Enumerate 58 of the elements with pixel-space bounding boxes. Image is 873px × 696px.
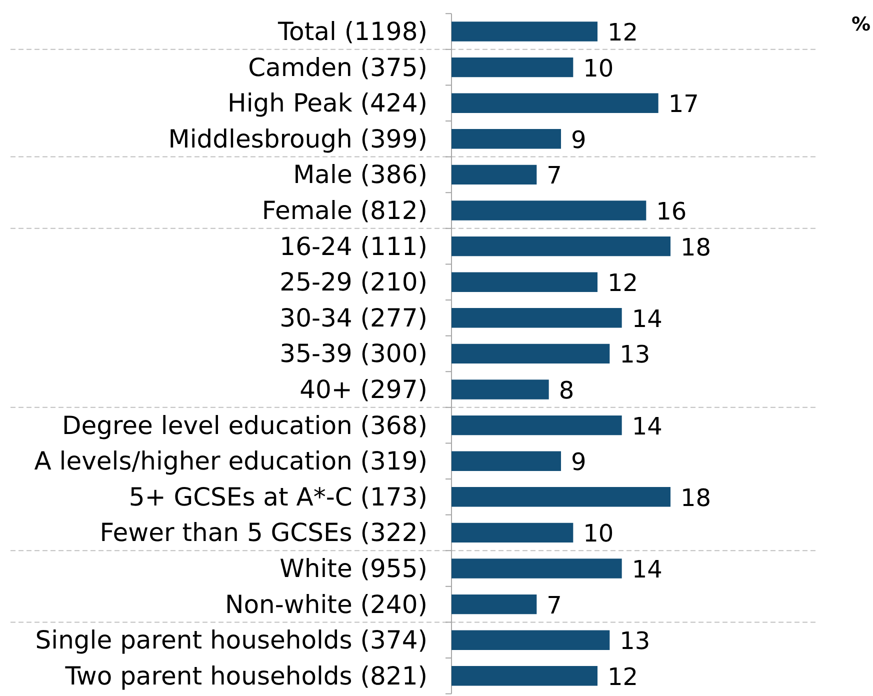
data-label: 9	[571, 448, 586, 476]
bar	[452, 594, 537, 614]
data-label: 14	[632, 304, 662, 333]
data-label: 16	[656, 198, 687, 226]
data-label: 17	[668, 90, 699, 118]
bar	[452, 57, 574, 78]
bar	[452, 451, 561, 471]
data-label: 12	[608, 18, 638, 46]
y-tick-label: 35-39 (300)	[280, 339, 428, 368]
bar	[452, 308, 622, 328]
y-tick-label: 16-24 (111)	[280, 232, 428, 261]
y-tick-label: Non-white (240)	[225, 590, 428, 619]
bar	[452, 487, 670, 507]
y-tick-label: 25-29 (210)	[280, 268, 428, 297]
y-tick-label: A levels/higher education (319)	[34, 446, 428, 476]
y-tick-label: 30-34 (277)	[280, 303, 428, 332]
text: %	[851, 14, 871, 36]
y-tick-label: Camden (375)	[248, 52, 428, 82]
bar	[452, 344, 610, 364]
data-label: 14	[632, 412, 662, 440]
data-label: 7	[546, 162, 562, 190]
bar	[452, 272, 598, 292]
bar	[452, 236, 670, 256]
bar	[452, 415, 622, 436]
bar	[452, 22, 598, 42]
y-tick-label: Female (812)	[262, 196, 428, 225]
y-tick-label: Total (1198)	[277, 17, 428, 46]
y-tick-label: Degree level education (368)	[62, 410, 428, 440]
data-label: 13	[620, 627, 650, 656]
y-tick-label: 40+ (297)	[300, 375, 428, 404]
bar	[452, 129, 561, 149]
data-label: 7	[546, 591, 562, 620]
bar	[452, 522, 574, 543]
bar	[452, 380, 549, 400]
y-tick-label: 5+ GCSEs at A*-C (173)	[128, 482, 428, 512]
bar	[452, 630, 610, 650]
data-label: 14	[632, 556, 662, 584]
bar	[452, 200, 646, 220]
data-label: 8	[558, 376, 574, 404]
y-tick-label: Male (386)	[293, 160, 428, 190]
data-label: 10	[583, 520, 614, 548]
bar	[452, 93, 658, 113]
data-label: 18	[680, 233, 712, 262]
data-label: 10	[583, 54, 614, 82]
y-tick-label: White (955)	[280, 554, 428, 583]
data-label: 18	[680, 484, 712, 512]
data-label: 13	[620, 340, 650, 369]
y-tick-label: High Peak (424)	[228, 88, 428, 118]
y-tick-label: Middlesbrough (399)	[168, 124, 428, 154]
data-label: 12	[608, 269, 638, 298]
y-tick-label: Fewer than 5 GCSEs (322)	[100, 518, 428, 548]
y-tick-label: Two parent households (821)	[64, 661, 428, 690]
data-label: 12	[608, 662, 638, 691]
bar	[452, 666, 598, 686]
bar	[452, 164, 537, 185]
y-tick-label: Single parent households (374)	[35, 626, 428, 655]
data-label: 9	[571, 126, 586, 154]
bar	[452, 558, 622, 578]
